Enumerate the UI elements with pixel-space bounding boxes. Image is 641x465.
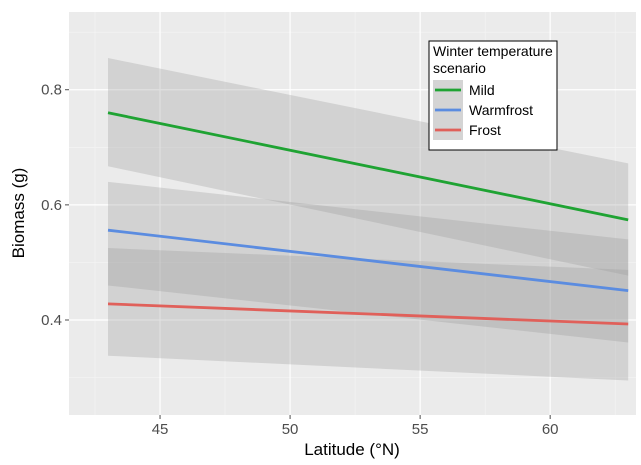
x-axis-title: Latitude (°N) (304, 440, 400, 459)
series-line-mild (107, 111, 629, 222)
legend-label-frost: Frost (469, 122, 501, 138)
legend-keys: Mild Warmfrost Frost (433, 80, 533, 140)
y-tick-label: 0.4 (41, 312, 62, 329)
y-tick-label: 0.6 (41, 197, 62, 214)
legend-title-line-1: Winter temperature (433, 43, 553, 59)
ci-ribbon-warmfrost (108, 181, 629, 343)
series-line-frost (107, 302, 629, 326)
x-axis: 45 50 55 60 (152, 415, 559, 438)
x-tick-label: 45 (152, 421, 169, 438)
y-axis-title: Biomass (g) (9, 168, 28, 259)
series-line-warmfrost (107, 228, 629, 293)
y-axis: 0.4 0.6 0.8 (41, 82, 69, 329)
legend: Winter temperature scenario Mild Warmfros… (428, 40, 558, 151)
y-tick-label: 0.8 (41, 82, 62, 99)
series-lines (107, 111, 629, 326)
legend-title-line-2: scenario (433, 60, 486, 76)
x-tick-label: 50 (282, 421, 299, 438)
x-tick-label: 55 (412, 421, 429, 438)
x-tick-label: 60 (542, 421, 559, 438)
legend-label-mild: Mild (469, 82, 495, 98)
legend-label-warmfrost: Warmfrost (469, 102, 533, 118)
